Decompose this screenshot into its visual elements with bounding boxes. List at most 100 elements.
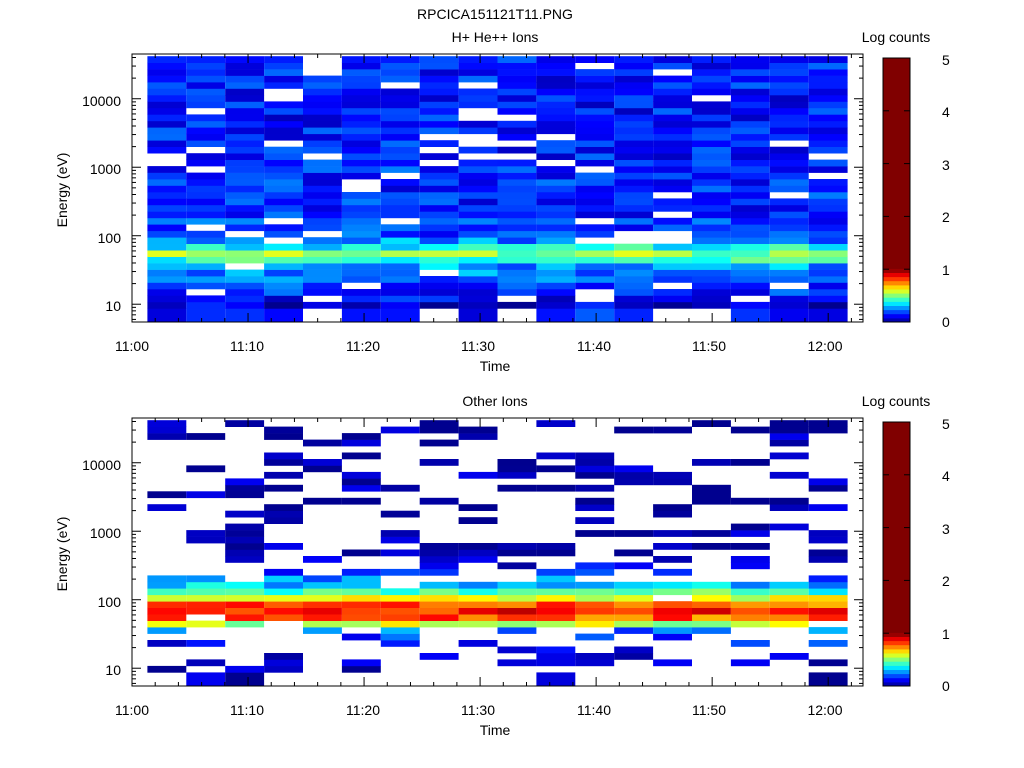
heatmap-cell — [497, 75, 537, 83]
colorbar-segment — [883, 554, 910, 559]
heatmap-cell — [264, 230, 303, 238]
heatmap-cell — [380, 301, 420, 309]
colorbar-segment — [883, 426, 910, 431]
heatmap-cell — [380, 282, 420, 290]
heatmap-cell — [380, 140, 420, 147]
heatmap-cell — [536, 237, 576, 244]
heatmap-cell — [614, 204, 654, 212]
colorbar-segment — [883, 218, 910, 224]
heatmap-cell — [692, 459, 731, 466]
heatmap-cell — [458, 601, 498, 608]
heatmap-cell — [264, 665, 303, 673]
colorbar-segment — [883, 628, 910, 633]
heatmap-cell — [225, 420, 265, 427]
heatmap-cell — [769, 82, 809, 89]
heatmap-cell — [692, 192, 731, 199]
heatmap-cell — [692, 601, 731, 608]
heatmap-cell — [614, 127, 654, 135]
heatmap-cell — [497, 224, 537, 232]
heatmap-cell — [730, 556, 770, 563]
heatmap-cell — [497, 562, 537, 570]
heatmap-cell — [769, 230, 809, 238]
heatmap-cell — [536, 452, 576, 460]
heatmap-cell — [769, 211, 809, 219]
heatmap-cell — [303, 82, 342, 89]
heatmap-cell — [497, 594, 537, 602]
heatmap-cell — [769, 250, 809, 257]
heatmap-cell — [303, 556, 342, 563]
heatmap-cell — [497, 211, 537, 219]
colorbar-segment — [883, 317, 910, 323]
heatmap-cell — [575, 659, 615, 667]
heatmap-cell — [692, 127, 731, 135]
heatmap-cell — [264, 107, 303, 115]
heatmap-cell — [419, 140, 459, 147]
heatmap-cell — [225, 289, 265, 296]
heatmap-cell — [380, 308, 420, 322]
heatmap-cell — [380, 549, 420, 557]
colorbar-segment — [883, 632, 910, 637]
heatmap-cell — [536, 465, 576, 473]
panel-title: H+ He++ Ions — [452, 29, 539, 45]
heatmap-cell — [186, 433, 226, 440]
heatmap-cell — [575, 504, 615, 511]
heatmap-cell — [730, 172, 770, 180]
heatmap-cell — [186, 301, 226, 309]
heatmap-cell — [808, 601, 848, 608]
heatmap-cell — [614, 607, 654, 615]
heatmap-cell — [653, 614, 692, 621]
x-tick-label: 11:00 — [115, 338, 149, 354]
heatmap-cell — [186, 159, 226, 167]
heatmap-cell — [653, 88, 692, 96]
heatmap-cell — [769, 217, 809, 225]
heatmap-cell — [341, 153, 381, 160]
x-tick-label: 11:20 — [346, 702, 380, 718]
heatmap-cell — [692, 56, 731, 63]
heatmap-cell — [341, 56, 381, 63]
colorbar-segment — [883, 58, 910, 63]
heatmap-cell — [769, 620, 809, 628]
colorbar-segment — [883, 681, 910, 687]
heatmap-cell — [225, 256, 265, 264]
heatmap-cell — [692, 133, 731, 141]
heatmap-cell — [380, 295, 420, 303]
heatmap-cell — [808, 204, 848, 212]
heatmap-cell — [497, 107, 537, 115]
heatmap-cell — [458, 588, 498, 596]
heatmap-cell — [692, 179, 731, 186]
heatmap-cell — [769, 69, 809, 76]
heatmap-cell — [653, 166, 692, 173]
colorbar-segment — [883, 648, 910, 654]
heatmap-cell — [730, 282, 770, 290]
heatmap-cell — [692, 263, 731, 270]
colorbar-segment — [883, 231, 910, 236]
heatmap-cell — [303, 146, 342, 154]
heatmap-cell — [808, 607, 848, 615]
heatmap-cell — [653, 504, 692, 511]
heatmap-cell — [730, 289, 770, 296]
heatmap-cell — [458, 75, 498, 83]
colorbar-segment — [883, 309, 910, 315]
heatmap-cell — [575, 101, 615, 109]
heatmap-cell — [614, 179, 654, 186]
colorbar-segment — [883, 198, 910, 203]
heatmap-cell — [808, 250, 848, 257]
heatmap-cell — [341, 146, 381, 154]
heatmap-cell — [225, 211, 265, 219]
colorbar-segment — [883, 529, 910, 534]
heatmap-cell — [458, 289, 498, 296]
heatmap-cell — [380, 568, 420, 576]
heatmap-cell — [186, 101, 226, 109]
colorbar-segment — [883, 214, 910, 220]
heatmap-cell — [225, 620, 265, 628]
heatmap-cell — [536, 146, 576, 154]
colorbar-label: Log counts — [862, 29, 931, 45]
heatmap-cell — [614, 295, 654, 303]
heatmap-cell — [497, 192, 537, 199]
colorbar-segment — [883, 463, 910, 468]
heatmap-cell — [341, 581, 381, 589]
heatmap-cell — [575, 172, 615, 180]
colorbar-segment — [883, 185, 910, 191]
heatmap-cell — [575, 308, 615, 322]
heatmap-cell — [730, 133, 770, 141]
